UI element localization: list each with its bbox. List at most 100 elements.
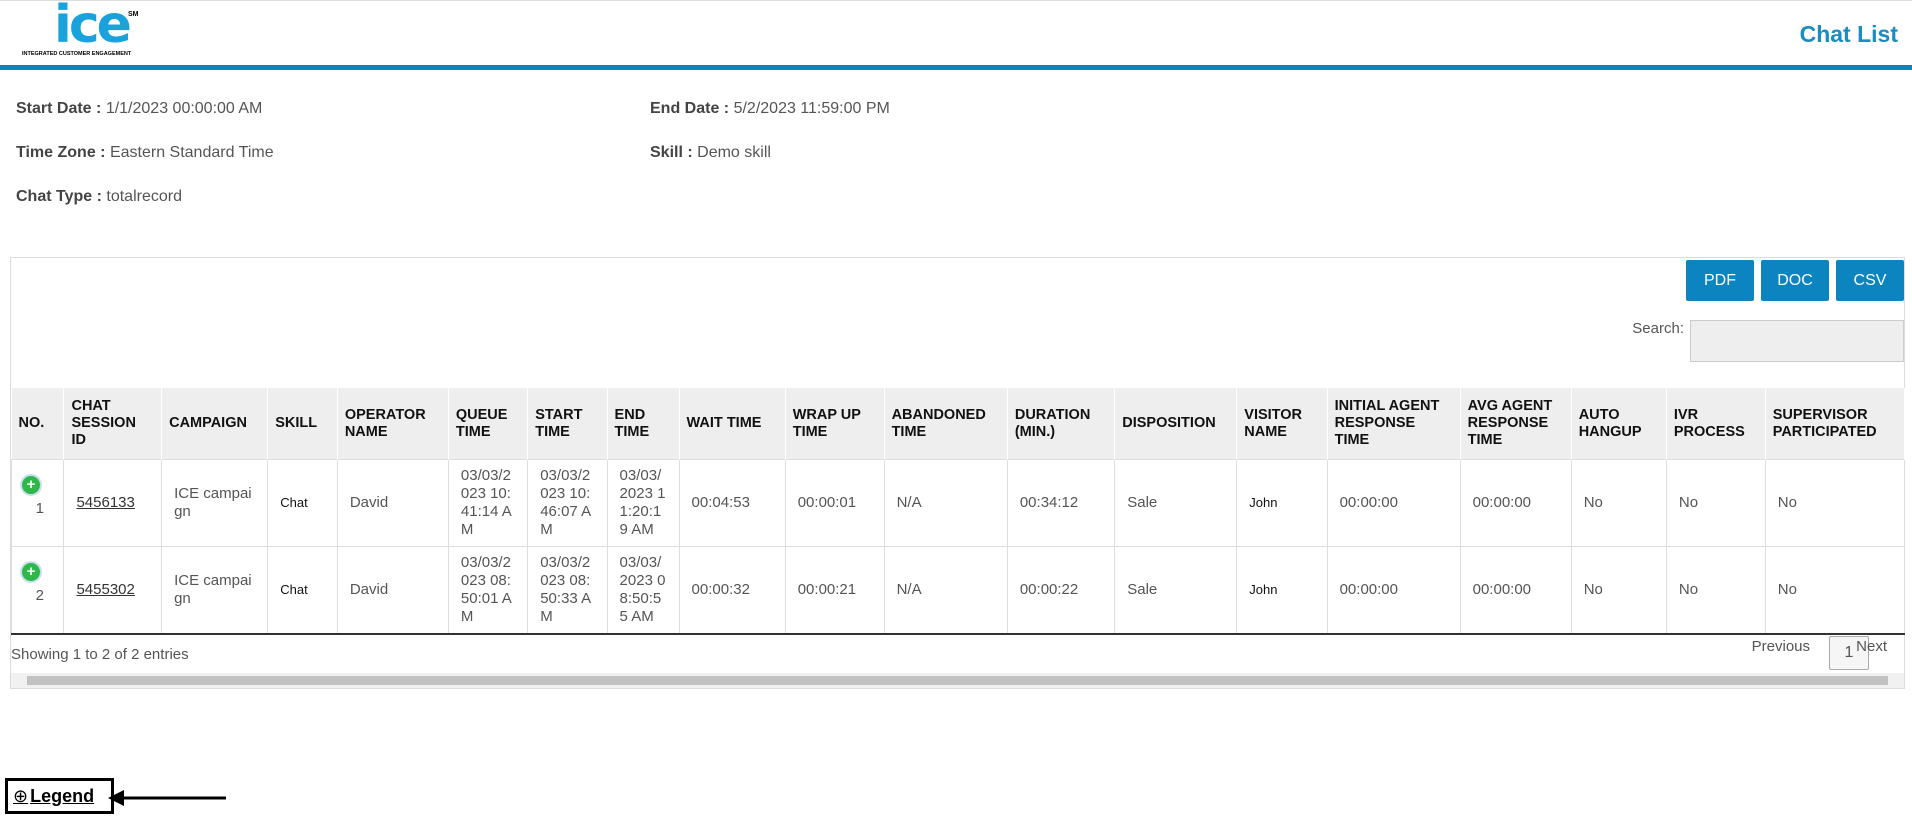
expand-icon[interactable]: + [20, 561, 42, 583]
filter-label: End Date : [650, 100, 730, 117]
cell: 03/03/2023 10:41:14 AM [447, 459, 529, 547]
column-header: ABANDONED TIME [884, 388, 1008, 460]
column-header: CAMPAIGN [161, 388, 269, 460]
cell: N/A [883, 459, 1008, 547]
export-button[interactable]: CSV [1836, 260, 1904, 301]
legend-label: Legend [30, 785, 95, 806]
row-number: 2 [35, 587, 44, 604]
cell: 03/03/2023 11:20:19 AM [606, 459, 680, 547]
column-header: VISITOR NAME [1236, 388, 1328, 460]
cell: +1 [10, 459, 65, 547]
page-title: Chat List [1799, 21, 1898, 47]
session-link[interactable]: 5455302 [76, 581, 135, 598]
column-header: OPERATOR NAME [337, 388, 449, 460]
cell: 00:00:01 [784, 459, 885, 547]
table-row: +2 5455302 ICE campaign Chat David 03/03/2023… [10, 546, 1905, 635]
logo: ice SM INTEGRATED CUSTOMER ENGAGEMENT [22, 0, 142, 59]
filter-label: Start Date : [16, 100, 102, 117]
cell: 5456133 [63, 459, 163, 547]
cell: 00:00:21 [784, 546, 885, 635]
logo-mark: ice [54, 0, 132, 55]
cell: Chat [267, 546, 338, 635]
cell: 00:34:12 [1006, 459, 1116, 547]
column-header: END TIME [607, 388, 680, 460]
cell: No [1764, 459, 1905, 547]
cell: David [336, 546, 449, 635]
filter-value: Eastern Standard Time [109, 144, 274, 161]
filter-label: Skill : [650, 144, 693, 161]
cell: No [1665, 459, 1766, 547]
search-label: Search: [1632, 320, 1684, 337]
export-button[interactable]: PDF [1686, 260, 1754, 301]
cell: 03/03/2023 08:50:33 AM [527, 546, 608, 635]
column-header: DISPOSITION [1114, 388, 1238, 460]
cell: John [1236, 546, 1328, 635]
column-header: START TIME [527, 388, 608, 460]
filter: End Date : 5/2/2023 11:59:00 PM [650, 100, 890, 118]
cell: 00:04:53 [678, 459, 786, 547]
logo-sm: SM [128, 11, 139, 18]
column-header: AUTO HANGUP [1571, 388, 1667, 460]
column-header: IVR PROCESS [1666, 388, 1766, 460]
column-header: DURATION (MIN.) [1007, 388, 1116, 460]
next-button[interactable]: Next [1856, 638, 1887, 655]
cell: +2 [10, 546, 65, 635]
search-input[interactable] [1690, 320, 1904, 362]
column-header: WAIT TIME [679, 388, 786, 460]
filter-label: Time Zone : [16, 144, 106, 161]
cell: 00:00:00 [1459, 546, 1572, 635]
cell: 00:00:00 [1459, 459, 1572, 547]
cell: Chat [267, 459, 338, 547]
filter: Time Zone : Eastern Standard Time [16, 144, 274, 162]
filter-value: 1/1/2023 00:00:00 AM [105, 100, 263, 117]
cell: Sale [1114, 546, 1238, 635]
header: ice SM INTEGRATED CUSTOMER ENGAGEMENT Ch… [0, 0, 1912, 70]
cell: 00:00:00 [1326, 459, 1461, 547]
cell: Sale [1114, 459, 1238, 547]
page-button[interactable]: 1 [1829, 636, 1869, 670]
column-header: SUPERVISOR PARTICIPATED [1765, 388, 1905, 460]
cell: N/A [883, 546, 1008, 635]
filter-label: Chat Type : [16, 188, 102, 205]
cell: No [1764, 546, 1905, 635]
cell: 03/03/2023 08:50:01 AM [447, 546, 529, 635]
row-number: 1 [35, 500, 44, 517]
cell: No [1570, 546, 1667, 635]
cell: No [1570, 459, 1667, 547]
column-header: WRAP UP TIME [785, 388, 885, 460]
scrollbar[interactable] [11, 673, 1904, 688]
cell: 00:00:22 [1006, 546, 1116, 635]
column-header: CHAT SESSION ID [63, 388, 163, 460]
cell: 03/03/2023 10:46:07 AM [527, 459, 608, 547]
column-header: QUEUE TIME [448, 388, 529, 460]
table-info: Showing 1 to 2 of 2 entries [11, 646, 189, 663]
table-row: +1 5456133 ICE campaign Chat David 03/03/2023… [10, 459, 1905, 547]
column-header: INITIAL AGENT RESPONSE TIME [1327, 388, 1461, 460]
filter-value: Demo skill [697, 144, 771, 161]
filter-value: 5/2/2023 11:59:00 PM [733, 100, 890, 117]
cell: 00:00:00 [1326, 546, 1461, 635]
expand-icon[interactable]: + [20, 474, 42, 496]
export-button[interactable]: DOC [1761, 260, 1829, 301]
arrow [108, 790, 226, 806]
session-link[interactable]: 5456133 [76, 494, 135, 511]
cell: David [336, 459, 449, 547]
table-panel: Search: NO. CHAT SESSION ID CAMPAIGN SKILL O… [10, 257, 1905, 689]
cell: John [1236, 459, 1328, 547]
column-header: AVG AGENT RESPONSE TIME [1460, 388, 1572, 460]
cell: ICE campaign [161, 546, 269, 635]
cell: 00:00:32 [678, 546, 786, 635]
cell: ICE campaign [161, 459, 269, 547]
logo-tagline: INTEGRATED CUSTOMER ENGAGEMENT [22, 51, 132, 57]
previous-button[interactable]: Previous [1751, 638, 1810, 655]
cell: 03/03/2023 08:50:55 AM [606, 546, 680, 635]
filter: Skill : Demo skill [650, 144, 771, 162]
cell: No [1665, 546, 1766, 635]
cell: 5455302 [63, 546, 163, 635]
legend-toggle[interactable]: ⊕ Legend [5, 778, 114, 814]
filter: Chat Type : totalrecord [16, 188, 182, 206]
filter-value: totalrecord [106, 188, 182, 205]
filter: Start Date : 1/1/2023 00:00:00 AM [16, 100, 262, 118]
